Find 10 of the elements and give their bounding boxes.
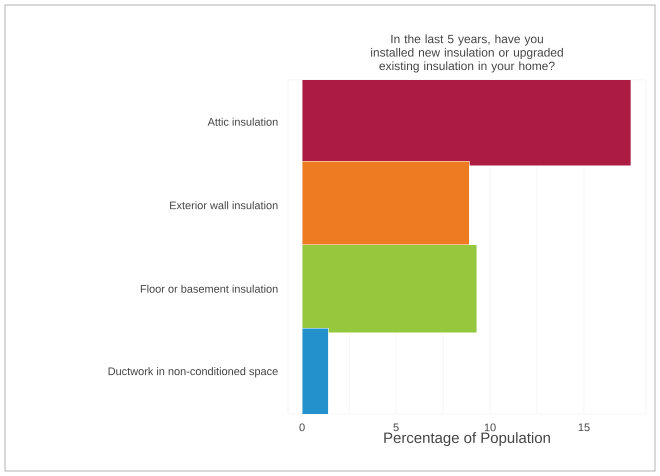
y-tick-label: Exterior wall insulation bbox=[170, 201, 278, 210]
x-tick-label: 5 bbox=[393, 424, 399, 432]
chart-title: In the last 5 years, have you installed new insulation or upgraded existing insulation in your home? bbox=[371, 34, 563, 72]
y-tick-label: Attic insulation bbox=[208, 118, 278, 126]
x-axis-title: Percentage of Population bbox=[384, 432, 550, 446]
y-tick-label: Ductwork in non-conditioned space bbox=[108, 367, 278, 378]
x-tick-label: 10 bbox=[484, 424, 496, 432]
x-tick-label: 0 bbox=[299, 424, 305, 432]
x-tick-label: 15 bbox=[578, 424, 590, 432]
y-tick-label: Floor or basement insulation bbox=[140, 284, 278, 293]
